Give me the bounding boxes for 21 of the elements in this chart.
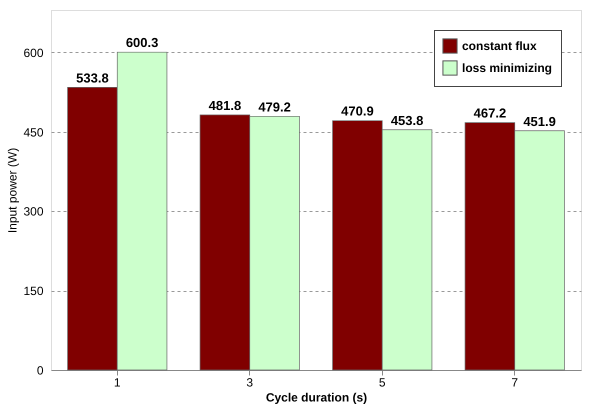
data-label: 479.2 bbox=[258, 99, 291, 114]
legend-label: loss minimizing bbox=[462, 61, 552, 75]
y-tick-label: 600 bbox=[23, 46, 44, 60]
legend-label: constant flux bbox=[462, 39, 537, 53]
data-label: 533.8 bbox=[76, 70, 109, 86]
x-tick-label: 5 bbox=[378, 376, 386, 390]
data-label: 481.8 bbox=[208, 98, 242, 113]
y-tick-label: 450 bbox=[23, 125, 44, 140]
data-label: 467.2 bbox=[474, 106, 506, 121]
x-axis-title: Cycle duration (s) bbox=[266, 390, 368, 404]
x-tick-label: 1 bbox=[114, 376, 121, 390]
data-label: 470.9 bbox=[341, 104, 374, 119]
y-tick-label: 300 bbox=[23, 204, 44, 219]
x-tick-label: 3 bbox=[246, 376, 254, 390]
y-axis-title: Input power (W) bbox=[5, 148, 20, 234]
data-label: 453.8 bbox=[390, 112, 424, 128]
x-tick-label: 7 bbox=[511, 376, 518, 390]
data-label: 451.9 bbox=[523, 114, 556, 129]
data-label: 600.3 bbox=[126, 35, 158, 50]
y-tick-label: 150 bbox=[23, 284, 44, 298]
y-tick-label: 0 bbox=[36, 364, 44, 378]
